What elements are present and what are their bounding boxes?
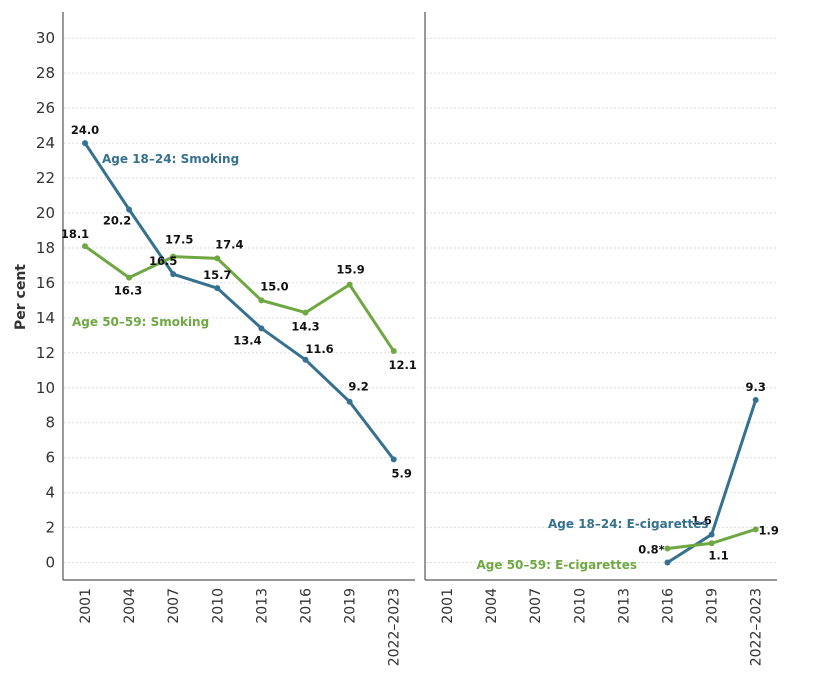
data-label: 16.3 bbox=[114, 284, 142, 298]
x-tick-label: 2001 bbox=[78, 588, 94, 624]
y-tick-label: 0 bbox=[45, 554, 55, 572]
data-point bbox=[82, 140, 88, 147]
x-tick-label: 2004 bbox=[484, 588, 500, 624]
y-tick-label: 20 bbox=[36, 204, 55, 222]
data-point bbox=[302, 309, 309, 316]
data-point bbox=[346, 398, 353, 405]
x-tick-labels: 2001 2004 2007 2010 2013 2016 2019 2022–2023 200… bbox=[78, 588, 765, 666]
data-label: 24.0 bbox=[71, 123, 99, 137]
x-tick-label: 2010 bbox=[572, 588, 588, 624]
data-label: 1.9 bbox=[759, 523, 779, 537]
data-point bbox=[302, 356, 309, 363]
data-point bbox=[390, 348, 397, 355]
x-tick-label: 2016 bbox=[299, 588, 315, 624]
data-label: 1.6 bbox=[691, 514, 711, 528]
data-point bbox=[214, 285, 221, 292]
data-label: 18.1 bbox=[61, 227, 89, 241]
data-point bbox=[170, 253, 177, 260]
data-label: 1.1 bbox=[708, 548, 728, 562]
data-label: 13.4 bbox=[233, 333, 261, 347]
data-point bbox=[126, 206, 133, 213]
y-tick-label: 28 bbox=[36, 64, 55, 82]
data-label: 20.2 bbox=[103, 213, 131, 227]
data-label: 16.5 bbox=[149, 254, 177, 268]
data-label: 15.7 bbox=[203, 268, 231, 282]
data-point bbox=[664, 545, 671, 552]
data-point bbox=[170, 271, 177, 278]
series-labels: Age 18–24: Smoking Age 50–59: Smoking Age … bbox=[72, 152, 708, 572]
y-tick-label: 14 bbox=[36, 309, 55, 327]
x-tick-label: 2007 bbox=[166, 588, 182, 624]
data-point bbox=[752, 526, 759, 533]
data-point bbox=[126, 274, 133, 281]
data-point bbox=[708, 540, 715, 547]
data-point bbox=[258, 297, 265, 304]
x-tick-label: 2019 bbox=[705, 588, 721, 624]
x-tick-label: 2019 bbox=[343, 588, 359, 624]
series-name-label: Age 50–59: E-cigarettes bbox=[477, 558, 637, 572]
x-tick-label: 2022–2023 bbox=[749, 588, 765, 666]
y-tick-label: 10 bbox=[36, 379, 55, 397]
y-tick-label: 22 bbox=[36, 169, 55, 187]
y-tick-label: 4 bbox=[45, 484, 55, 502]
x-tick-label: 2013 bbox=[616, 588, 632, 624]
data-point bbox=[752, 396, 759, 403]
data-label: 15.9 bbox=[336, 263, 364, 277]
series-line bbox=[84, 244, 395, 352]
series-name-label: Age 18–24: Smoking bbox=[102, 152, 239, 166]
series-line bbox=[83, 142, 395, 461]
series-name-label: Age 50–59: Smoking bbox=[72, 315, 209, 329]
data-point bbox=[708, 531, 715, 538]
data-label: 17.5 bbox=[165, 233, 193, 247]
data-point bbox=[664, 559, 671, 566]
data-label: 17.4 bbox=[215, 237, 243, 251]
data-label: 5.9 bbox=[392, 466, 412, 480]
data-label: 9.2 bbox=[348, 380, 368, 394]
y-tick-label: 6 bbox=[45, 449, 55, 467]
data-point bbox=[258, 325, 265, 332]
y-tick-label: 30 bbox=[36, 29, 55, 47]
data-labels: 24.0 20.2 16.5 15.7 13.4 11.6 9.2 5.9 18.1 16.3 17… bbox=[61, 123, 779, 562]
data-point bbox=[390, 456, 397, 463]
series-line bbox=[666, 399, 758, 564]
y-tick-label: 2 bbox=[45, 519, 55, 537]
data-label: 0.8* bbox=[638, 543, 664, 557]
series bbox=[82, 140, 759, 566]
x-tick-label: 2010 bbox=[210, 588, 226, 624]
y-tick-label: 18 bbox=[36, 239, 55, 257]
data-label: 9.3 bbox=[746, 380, 766, 394]
data-point bbox=[82, 243, 88, 250]
y-tick-label: 24 bbox=[36, 134, 55, 152]
x-tick-label: 2022–2023 bbox=[387, 588, 403, 666]
data-label: 15.0 bbox=[260, 279, 288, 293]
y-tick-label: 16 bbox=[36, 274, 55, 292]
x-tick-label: 2001 bbox=[440, 588, 456, 624]
data-label: 12.1 bbox=[389, 358, 417, 372]
data-label: 11.6 bbox=[305, 342, 333, 356]
x-tick-label: 2004 bbox=[122, 588, 138, 624]
y-tick-label: 26 bbox=[36, 99, 55, 117]
gridlines bbox=[64, 37, 777, 564]
data-point bbox=[214, 255, 221, 262]
x-tick-label: 2007 bbox=[528, 588, 544, 624]
x-tick-label: 2016 bbox=[661, 588, 677, 624]
data-point bbox=[346, 281, 353, 288]
axes bbox=[62, 12, 777, 581]
data-label: 14.3 bbox=[291, 320, 319, 334]
y-axis-label: Per cent bbox=[13, 264, 29, 330]
y-tick-label: 12 bbox=[36, 344, 55, 362]
x-tick-label: 2013 bbox=[254, 588, 270, 624]
y-tick-label: 8 bbox=[45, 414, 55, 432]
series-name-label: Age 18–24: E-cigarettes bbox=[548, 517, 708, 531]
